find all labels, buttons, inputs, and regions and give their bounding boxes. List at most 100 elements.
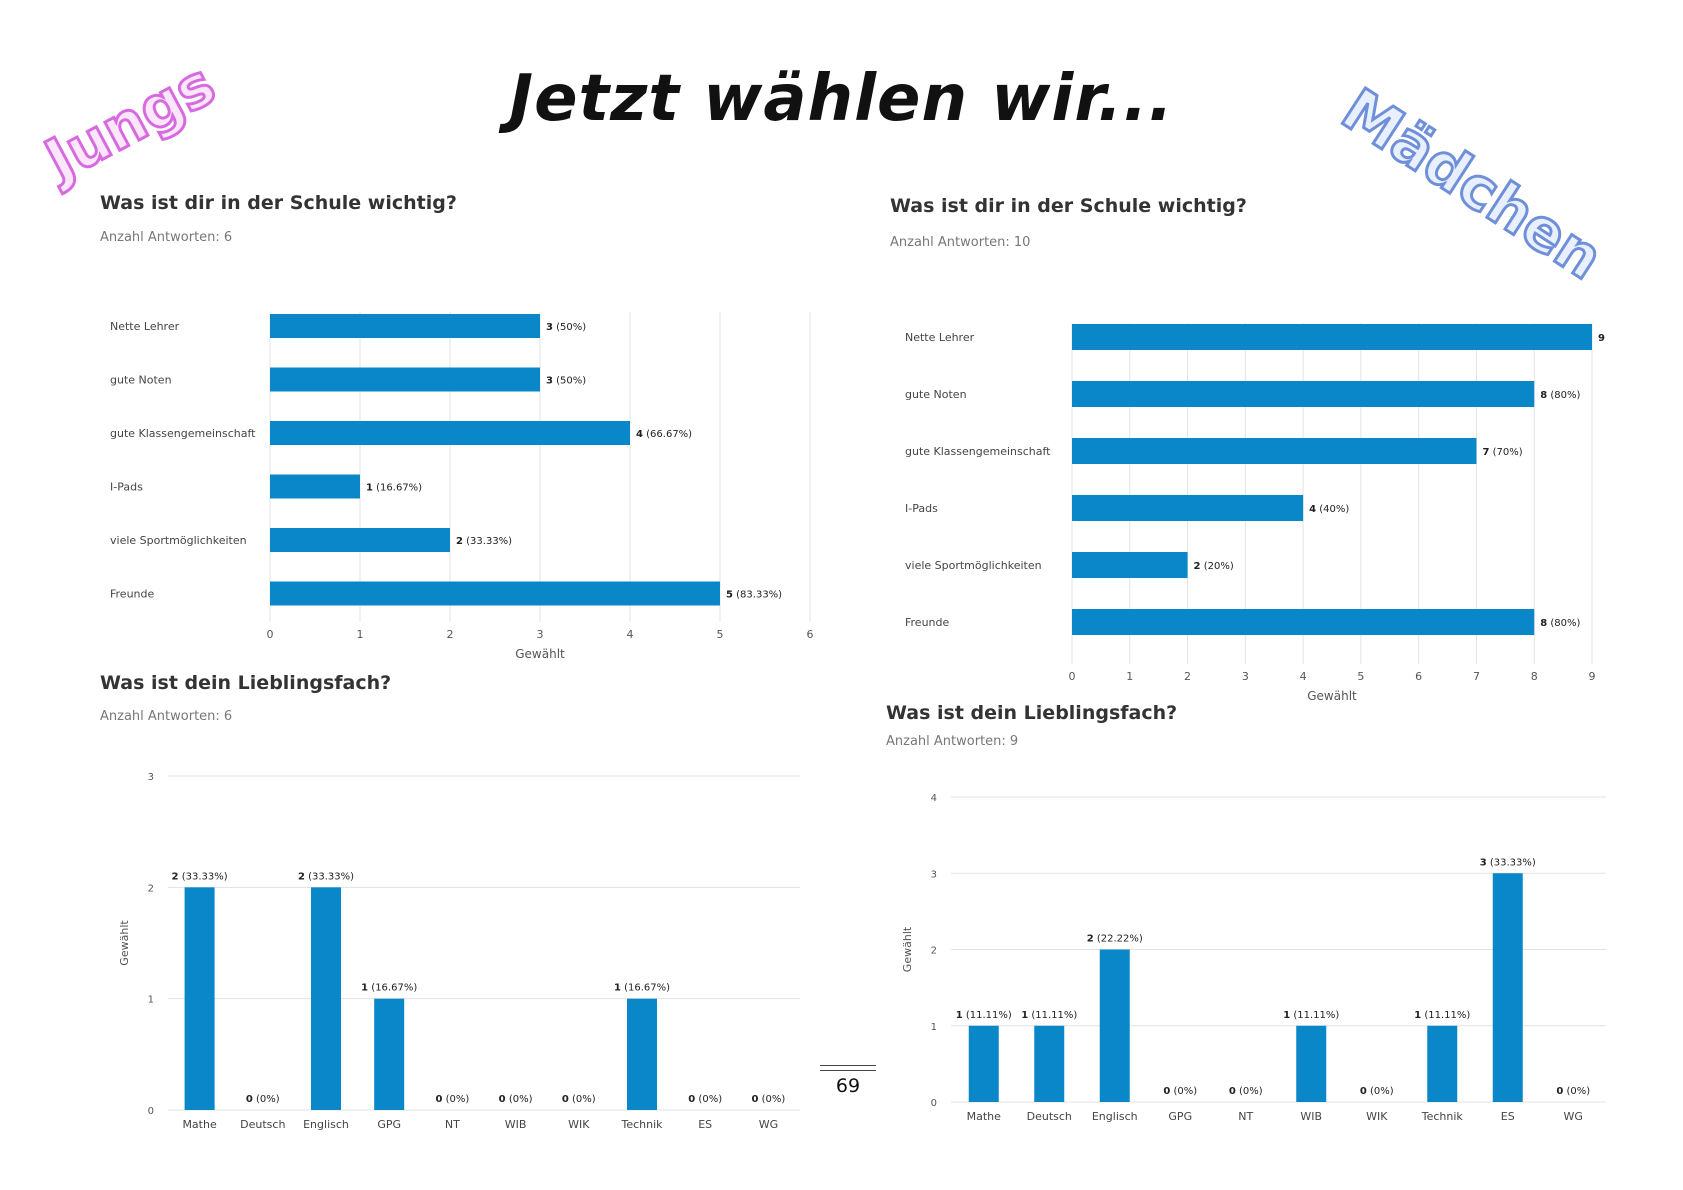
data-label: 3 (50%) (546, 376, 586, 387)
data-label: 2 (33.33%) (172, 871, 228, 882)
x-tick-label: 6 (807, 628, 814, 641)
category-label: viele Sportmöglichkeiten (110, 534, 247, 547)
chart-subtitle-boys-school: Anzahl Antworten: 6 (100, 230, 233, 245)
bar (968, 1025, 999, 1102)
bar (627, 998, 657, 1110)
x-tick-label: Mathe (967, 1110, 1002, 1123)
data-label: 0 (0%) (435, 1094, 469, 1105)
x-tick-label: 5 (717, 628, 724, 641)
x-tick-label: NT (445, 1118, 460, 1131)
data-label: 3 (50%) (546, 322, 586, 333)
x-tick-label: Technik (620, 1118, 663, 1131)
x-tick-label: 7 (1473, 670, 1480, 683)
bar (1072, 609, 1535, 635)
data-label: 0 (0%) (499, 1094, 533, 1105)
data-label: 0 (0%) (246, 1094, 280, 1105)
bar (1072, 552, 1188, 578)
category-label: gute Noten (110, 374, 172, 387)
chart-girls-school-important: 0 1 2 3 4 5 6 7 8 9 Nette Lehrer 9 gute Noten 8 (80%)… (905, 323, 1605, 703)
x-tick-label: WIK (568, 1118, 590, 1131)
chart-title-boys-subject: Was ist dein Lieblingsfach? (100, 672, 392, 694)
x-tick-label: ES (698, 1118, 712, 1131)
data-label: 1 (11.11%) (1414, 1010, 1470, 1021)
bar (1072, 324, 1592, 350)
page-title: Jetzt wählen wir... (509, 62, 1174, 136)
category-label: I-Pads (110, 481, 143, 494)
data-label: 4 (40%) (1309, 504, 1349, 515)
x-tick-label: 2 (447, 628, 454, 641)
bar (270, 314, 540, 338)
data-label: 0 (0%) (1360, 1086, 1394, 1097)
chart-title-girls-school: Was ist dir in der Schule wichtig? (890, 195, 1247, 217)
data-label: 0 (0%) (1556, 1086, 1590, 1097)
x-axis-label: Gewählt (515, 647, 565, 661)
bar (311, 887, 341, 1110)
data-label: 0 (0%) (562, 1094, 596, 1105)
x-tick-label: GPG (377, 1118, 401, 1131)
chart-boys-school-important: 0 1 2 3 4 5 6 Nette Lehrer 3 (50%) gute Noten 3 (5… (110, 312, 814, 661)
x-tick-label: Deutsch (1027, 1110, 1072, 1123)
bar (1099, 949, 1130, 1102)
y-tick-label: 0 (931, 1098, 937, 1109)
x-tick-label: 0 (267, 628, 274, 641)
data-label: 1 (11.11%) (1283, 1010, 1339, 1021)
bar (374, 998, 405, 1110)
y-axis-label: Gewählt (118, 920, 131, 966)
page-number: 69 (820, 1065, 876, 1097)
data-label: 8 (80%) (1540, 390, 1580, 401)
data-label: 1 (16.67%) (361, 983, 417, 994)
data-label: 0 (0%) (751, 1094, 785, 1105)
chart-subtitle-girls-school: Anzahl Antworten: 10 (890, 235, 1031, 250)
bar (184, 887, 215, 1110)
category-label: Nette Lehrer (905, 331, 975, 344)
data-label: 0 (0%) (688, 1094, 722, 1105)
y-tick-label: 3 (931, 869, 937, 880)
x-tick-label: Englisch (1092, 1110, 1138, 1123)
x-tick-label: Mathe (182, 1118, 217, 1131)
x-tick-label: 3 (537, 628, 544, 641)
y-axis-label: Gewählt (901, 926, 914, 972)
x-tick-label: 0 (1069, 670, 1076, 683)
data-label: 7 (70%) (1482, 447, 1522, 458)
data-label: 1 (11.11%) (956, 1010, 1012, 1021)
bar (270, 474, 360, 499)
bar (1492, 873, 1523, 1102)
y-tick-label: 2 (931, 946, 937, 957)
data-label: 9 (1598, 333, 1605, 344)
x-tick-label: 9 (1589, 670, 1596, 683)
category-label: I-Pads (905, 502, 938, 515)
x-tick-label: 3 (1242, 670, 1249, 683)
x-tick-label: WIB (505, 1118, 527, 1131)
data-label: 1 (16.67%) (614, 983, 670, 994)
data-label: 0 (0%) (1229, 1086, 1263, 1097)
x-tick-label: 4 (627, 628, 634, 641)
x-tick-label: GPG (1168, 1110, 1192, 1123)
x-tick-label: ES (1501, 1110, 1515, 1123)
bar (1072, 495, 1304, 521)
data-label: 0 (0%) (1163, 1086, 1197, 1097)
x-tick-label: 1 (357, 628, 364, 641)
x-tick-label: WIB (1300, 1110, 1322, 1123)
chart-title-girls-subject: Was ist dein Lieblingsfach? (886, 702, 1178, 724)
x-tick-label: Englisch (303, 1118, 349, 1131)
x-tick-label: Deutsch (240, 1118, 285, 1131)
category-label: Freunde (905, 616, 950, 629)
data-label: 2 (33.33%) (456, 536, 512, 547)
bar (270, 421, 630, 445)
y-tick-label: 0 (148, 1106, 154, 1117)
y-tick-label: 1 (148, 995, 154, 1006)
x-tick-label: 5 (1357, 670, 1364, 683)
data-label: 3 (33.33%) (1480, 857, 1536, 868)
x-tick-label: 6 (1415, 670, 1422, 683)
data-label: 1 (11.11%) (1021, 1010, 1077, 1021)
category-label: viele Sportmöglichkeiten (905, 559, 1042, 572)
data-label: 1 (16.67%) (366, 483, 422, 494)
x-tick-label: 8 (1531, 670, 1538, 683)
bar (1296, 1025, 1327, 1102)
chart-boys-favorite-subject: 0 1 2 3 2 (33.33%) Mathe 0 (0%) Deutsch 2 (33.33… (118, 772, 800, 1131)
chart-subtitle-girls-subject: Anzahl Antworten: 9 (886, 734, 1019, 749)
x-tick-label: NT (1238, 1110, 1253, 1123)
bar (1072, 381, 1535, 407)
category-label: Freunde (110, 588, 155, 601)
x-tick-label: WIK (1366, 1110, 1388, 1123)
